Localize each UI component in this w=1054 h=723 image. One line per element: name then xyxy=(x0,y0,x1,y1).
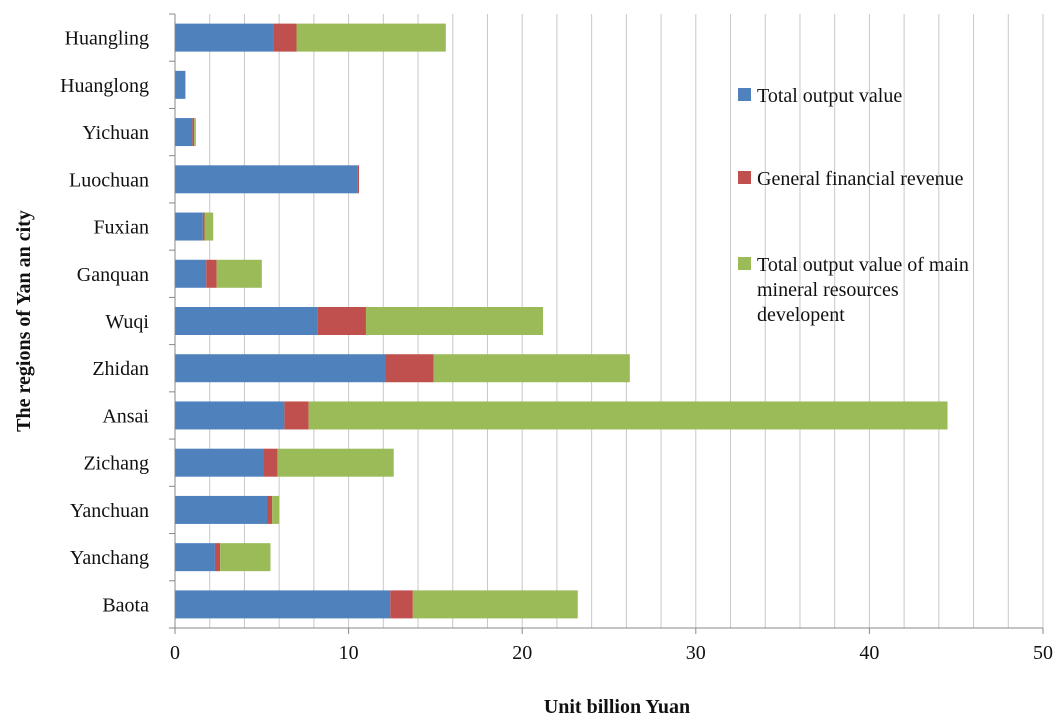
bar-yanchuan-series-1 xyxy=(175,495,268,524)
bar-ganquan-series-3 xyxy=(216,259,262,288)
y-axis-title: The regions of Yan an city xyxy=(13,210,35,432)
bar-zhidan-series-1 xyxy=(175,354,386,383)
legend-label: Total output value of main xyxy=(757,254,969,276)
category-label: Fuxian xyxy=(93,217,149,239)
bar-zichang-series-1 xyxy=(175,448,264,477)
x-tick-label: 10 xyxy=(339,642,359,664)
category-label: Yichuan xyxy=(82,122,149,144)
x-tick-marks xyxy=(174,628,1044,634)
category-label: Wuqi xyxy=(105,311,149,333)
legend-label: Total output value xyxy=(757,85,902,107)
bar-yanchang-series-2 xyxy=(214,543,221,572)
bar-luochuan-series-2 xyxy=(357,165,360,194)
category-label: Ganquan xyxy=(77,264,149,286)
bar-baota-series-3 xyxy=(412,590,578,619)
x-tick-labels: 0 10 20 30 40 50 xyxy=(170,642,1053,664)
bar-yichuan-series-2 xyxy=(192,118,195,147)
bar-zichang-series-2 xyxy=(263,448,278,477)
legend-label: developent xyxy=(757,304,845,326)
category-label: Ansai xyxy=(102,405,149,427)
x-tick-label: 30 xyxy=(686,642,706,664)
legend-label: General financial revenue xyxy=(757,168,964,190)
category-label: Baota xyxy=(102,594,149,616)
bar-yichuan-series-1 xyxy=(175,118,193,147)
legend-swatch xyxy=(738,171,751,184)
bar-yanchuan-series-3 xyxy=(272,495,280,524)
bar-yanchang-series-1 xyxy=(175,543,215,572)
legend: Total output value General financial reve… xyxy=(738,85,969,326)
bar-baota-series-1 xyxy=(175,590,391,619)
bar-baota-series-2 xyxy=(390,590,413,619)
bar-wuqi-series-2 xyxy=(317,307,366,335)
category-label: Zichang xyxy=(83,453,149,475)
bar-yichuan-series-3 xyxy=(194,118,196,147)
bar-zhidan-series-3 xyxy=(433,354,630,383)
x-tick-label: 20 xyxy=(512,642,532,664)
legend-swatch xyxy=(738,88,751,101)
category-label: Yanchuan xyxy=(70,500,149,522)
x-tick-label: 50 xyxy=(1033,642,1053,664)
bar-ansai-series-3 xyxy=(308,401,948,430)
bars xyxy=(175,23,948,619)
category-labels: Huangling Huanglong Yichuan Luochuan Fuxian G… xyxy=(60,28,149,617)
category-label: Yanchang xyxy=(70,547,149,569)
legend-label: mineral resources xyxy=(757,279,899,301)
category-label: Luochuan xyxy=(69,169,149,191)
y-tick-marks xyxy=(169,13,175,629)
bar-huangling-series-1 xyxy=(175,23,274,52)
bar-wuqi-series-1 xyxy=(175,307,318,335)
bar-luochuan-series-1 xyxy=(175,165,358,194)
bar-ansai-series-2 xyxy=(284,401,309,430)
bar-wuqi-series-3 xyxy=(365,307,544,335)
bar-huanglong-series-1 xyxy=(175,70,186,99)
bar-ansai-series-1 xyxy=(175,401,285,430)
x-axis-title: Unit billion Yuan xyxy=(544,696,690,718)
bar-zichang-series-3 xyxy=(277,448,394,477)
bar-fuxian-series-2 xyxy=(202,212,205,241)
gridlines xyxy=(209,14,1044,628)
category-label: Zhidan xyxy=(92,358,149,380)
bar-yanchuan-series-2 xyxy=(267,495,273,524)
category-label: Huangling xyxy=(65,28,149,50)
bar-ganquan-series-2 xyxy=(206,259,217,288)
bar-ganquan-series-1 xyxy=(175,259,207,288)
legend-swatch xyxy=(738,257,751,270)
bar-huangling-series-3 xyxy=(296,23,446,52)
bar-fuxian-series-1 xyxy=(175,212,203,241)
x-tick-label: 40 xyxy=(859,642,879,664)
x-tick-label: 0 xyxy=(170,642,180,664)
bar-yanchang-series-3 xyxy=(220,543,271,572)
bar-fuxian-series-3 xyxy=(204,212,214,241)
bar-zhidan-series-2 xyxy=(385,354,434,383)
category-label: Huanglong xyxy=(60,75,149,97)
bar-huangling-series-2 xyxy=(273,23,297,52)
